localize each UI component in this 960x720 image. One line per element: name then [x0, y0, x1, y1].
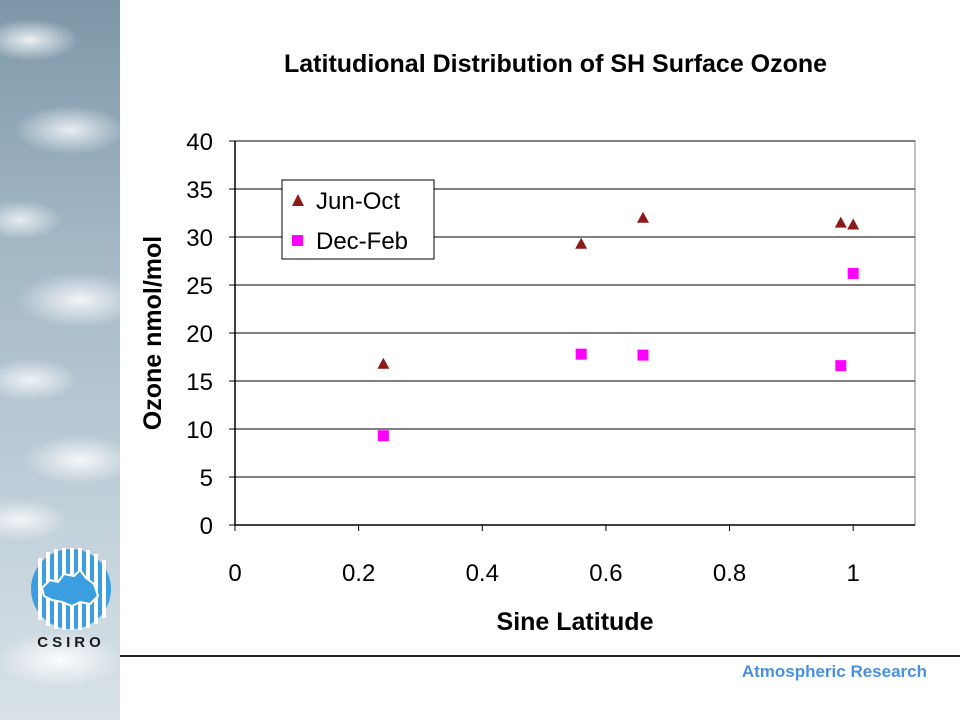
y-tick-label: 40 — [186, 129, 213, 156]
data-point-dec-feb — [835, 360, 847, 372]
data-marks — [377, 211, 860, 442]
data-point-jun-oct — [847, 218, 860, 230]
x-axis-title: Sine Latitude — [497, 608, 654, 636]
y-tick-label: 5 — [200, 465, 213, 492]
legend-label-dec-feb: Dec-Feb — [316, 228, 408, 255]
y-tick-label: 0 — [200, 513, 213, 540]
legend-marker-jun-oct — [292, 194, 304, 206]
csiro-logo-icon — [31, 548, 111, 630]
data-point-dec-feb — [847, 267, 859, 279]
x-tick-label: 0.2 — [342, 560, 375, 587]
y-axis-title: Ozone nmol/mol — [139, 236, 167, 430]
legend-box — [281, 179, 435, 260]
data-point-jun-oct — [575, 237, 588, 249]
data-point-dec-feb — [377, 430, 389, 442]
y-tick-label: 10 — [186, 417, 213, 444]
x-tick-label: 1 — [847, 560, 860, 587]
data-point-dec-feb — [575, 348, 587, 360]
chart-title: Latitudional Distribution of SH Surface … — [284, 50, 828, 78]
y-tick-label: 15 — [186, 369, 213, 396]
legend-marker-dec-feb — [292, 235, 303, 246]
y-tick-label: 20 — [186, 321, 213, 348]
axes: 0 5 10 15 20 25 30 35 40 0 0.2 0.4 0.6 0.8 1 — [186, 129, 915, 587]
footer-divider — [120, 655, 960, 657]
y-tick-label: 25 — [186, 273, 213, 300]
x-tick-label: 0.4 — [466, 560, 499, 587]
x-tick-label: 0.8 — [713, 560, 746, 587]
x-tick-label: 0 — [228, 560, 241, 587]
x-tick-label: 0.6 — [589, 560, 622, 587]
data-point-jun-oct — [637, 211, 649, 223]
data-point-dec-feb — [637, 349, 649, 361]
y-tick-label: 35 — [186, 177, 213, 204]
legend: Jun-Oct Dec-Feb — [281, 179, 435, 260]
footer-label: Atmospheric Research — [741, 662, 927, 681]
data-point-jun-oct — [834, 216, 847, 228]
y-tick-label: 30 — [186, 225, 213, 252]
legend-label-jun-oct: Jun-Oct — [316, 188, 400, 215]
data-point-jun-oct — [377, 357, 390, 369]
csiro-logo: CSIRO — [28, 544, 112, 652]
logo-text: CSIRO — [37, 634, 105, 651]
